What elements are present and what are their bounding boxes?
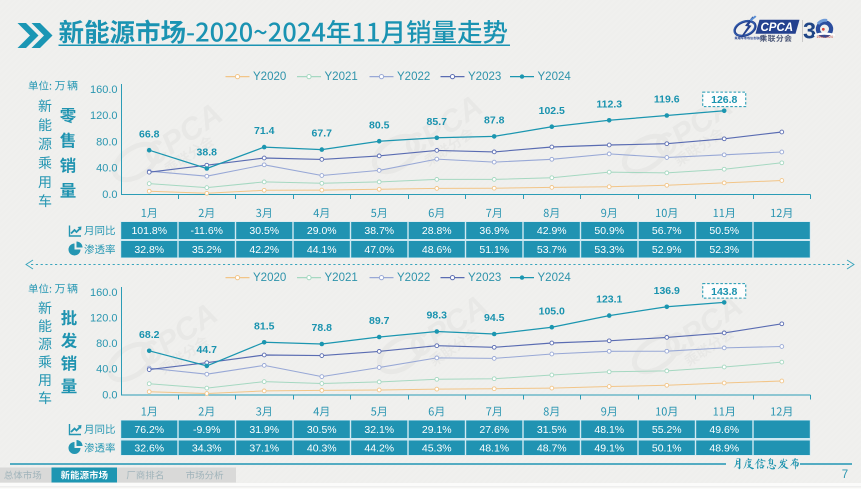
svg-text:44.2%: 44.2% <box>364 442 394 454</box>
svg-text:CPCA: CPCA <box>761 22 794 34</box>
svg-text:50.1%: 50.1% <box>652 442 682 454</box>
svg-text:3: 3 <box>803 18 816 44</box>
svg-text:40.0: 40.0 <box>96 364 117 376</box>
svg-text:44.1%: 44.1% <box>307 244 337 256</box>
svg-text:Y2022: Y2022 <box>397 272 430 284</box>
svg-text:47.0%: 47.0% <box>364 244 394 256</box>
svg-text:120.0: 120.0 <box>90 312 118 324</box>
svg-text:50.5%: 50.5% <box>709 225 739 237</box>
svg-text:56.7%: 56.7% <box>652 225 682 237</box>
svg-text:71.4: 71.4 <box>254 125 275 137</box>
svg-text:160.0: 160.0 <box>90 287 118 299</box>
svg-text:98.3: 98.3 <box>427 310 448 322</box>
svg-text:42.9%: 42.9% <box>537 225 567 237</box>
svg-text:Y2023: Y2023 <box>468 71 501 83</box>
svg-text:34.3%: 34.3% <box>192 442 222 454</box>
svg-text:0.0: 0.0 <box>102 189 117 201</box>
svg-text:81.5: 81.5 <box>254 320 275 332</box>
svg-text:53.7%: 53.7% <box>537 244 567 256</box>
svg-text:27.6%: 27.6% <box>479 424 509 436</box>
svg-text:30.5%: 30.5% <box>307 424 337 436</box>
svg-text:55.2%: 55.2% <box>652 424 682 436</box>
svg-text:48.9%: 48.9% <box>709 442 739 454</box>
svg-text:37.1%: 37.1% <box>249 442 279 454</box>
svg-text:28.8%: 28.8% <box>422 225 452 237</box>
svg-text:0.0: 0.0 <box>102 389 117 401</box>
svg-text:35.2%: 35.2% <box>192 244 222 256</box>
svg-text:38.8: 38.8 <box>197 147 218 159</box>
svg-text:49.1%: 49.1% <box>594 442 624 454</box>
svg-text:Y2020: Y2020 <box>253 272 286 284</box>
svg-text:38.7%: 38.7% <box>364 225 394 237</box>
svg-text:48.1%: 48.1% <box>479 442 509 454</box>
svg-text:Y2023: Y2023 <box>468 272 501 284</box>
svg-text:94.5: 94.5 <box>484 312 505 324</box>
svg-text:29.1%: 29.1% <box>422 424 452 436</box>
svg-text:49.6%: 49.6% <box>709 424 739 436</box>
svg-text:76.2%: 76.2% <box>134 424 164 436</box>
svg-text:7: 7 <box>842 469 848 481</box>
svg-text:68.2: 68.2 <box>139 329 160 341</box>
svg-text:80.5: 80.5 <box>369 119 390 131</box>
svg-text:87.8: 87.8 <box>484 114 505 126</box>
svg-text:-9.9%: -9.9% <box>193 424 220 436</box>
svg-text:53.3%: 53.3% <box>594 244 624 256</box>
svg-text:160.0: 160.0 <box>90 84 118 96</box>
svg-text:32.1%: 32.1% <box>364 424 394 436</box>
svg-text:78.8: 78.8 <box>312 322 333 334</box>
svg-text:32.8%: 32.8% <box>134 244 164 256</box>
svg-text:101.8%: 101.8% <box>131 225 167 237</box>
svg-text:112.3: 112.3 <box>596 98 622 110</box>
svg-text:32.6%: 32.6% <box>134 442 164 454</box>
svg-text:40.3%: 40.3% <box>307 442 337 454</box>
svg-text:52.9%: 52.9% <box>652 244 682 256</box>
svg-text:80.0: 80.0 <box>96 136 117 148</box>
svg-text:120.0: 120.0 <box>90 110 118 122</box>
svg-text:48.1%: 48.1% <box>594 424 624 436</box>
svg-text:105.0: 105.0 <box>539 305 565 317</box>
svg-text:31.9%: 31.9% <box>249 424 279 436</box>
svg-text:51.1%: 51.1% <box>479 244 509 256</box>
svg-text:66.8: 66.8 <box>139 128 160 140</box>
svg-text:42.2%: 42.2% <box>249 244 279 256</box>
svg-text:Y2021: Y2021 <box>325 272 358 284</box>
svg-text:1994-2024: 1994-2024 <box>817 35 833 39</box>
svg-text:36.9%: 36.9% <box>479 225 509 237</box>
svg-text:48.7%: 48.7% <box>537 442 567 454</box>
svg-text:-11.6%: -11.6% <box>191 225 224 237</box>
svg-text:102.5: 102.5 <box>539 105 565 117</box>
svg-text:Y2022: Y2022 <box>397 71 430 83</box>
svg-text:45.3%: 45.3% <box>422 442 452 454</box>
svg-text:89.7: 89.7 <box>369 315 390 327</box>
svg-text:126.8: 126.8 <box>711 94 737 106</box>
svg-text:50.9%: 50.9% <box>594 225 624 237</box>
svg-text:44.7: 44.7 <box>197 344 218 356</box>
svg-text:Y2024: Y2024 <box>538 71 572 83</box>
svg-text:40.0: 40.0 <box>96 163 117 175</box>
svg-text:30.5%: 30.5% <box>249 225 279 237</box>
svg-text:143.8: 143.8 <box>711 286 737 298</box>
svg-text:52.3%: 52.3% <box>709 244 739 256</box>
svg-text:29.0%: 29.0% <box>307 225 337 237</box>
svg-text:123.1: 123.1 <box>596 294 622 306</box>
svg-text:48.6%: 48.6% <box>422 244 452 256</box>
svg-text:Y2021: Y2021 <box>325 71 358 83</box>
svg-text:31.5%: 31.5% <box>537 424 567 436</box>
svg-text:136.9: 136.9 <box>654 285 680 297</box>
svg-text:119.6: 119.6 <box>654 94 680 106</box>
svg-text:85.7: 85.7 <box>427 116 448 128</box>
svg-text:Y2020: Y2020 <box>253 71 286 83</box>
svg-text:80.0: 80.0 <box>96 338 117 350</box>
svg-text:Y2024: Y2024 <box>538 272 572 284</box>
svg-text:67.7: 67.7 <box>312 128 333 140</box>
